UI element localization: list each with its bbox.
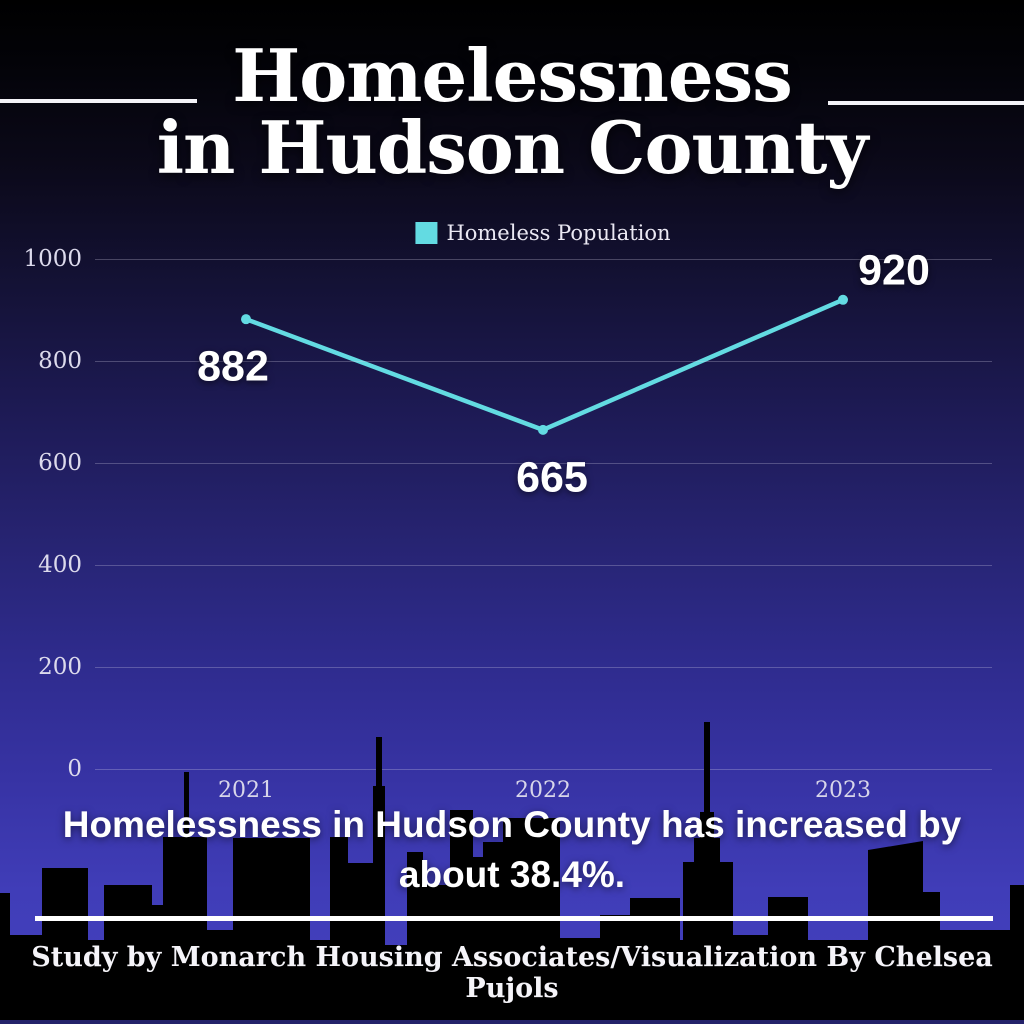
subtitle-callout: Homelessness in Hudson County has increa…	[62, 800, 962, 900]
gridline-y-1000	[95, 259, 992, 260]
page-title-line1: Homelessness	[232, 33, 793, 118]
y-axis-tick-800: 800	[38, 348, 82, 374]
gridline-y-200	[95, 667, 992, 668]
data-point-2023	[838, 294, 848, 305]
legend-swatch-icon	[415, 222, 438, 244]
gridline-y-400	[95, 565, 992, 566]
gridline-y-600	[95, 463, 992, 464]
footer-credit: Study by Monarch Housing Associates/Visu…	[31, 942, 993, 1004]
y-axis-tick-0: 0	[67, 756, 82, 782]
value-label-2022: 665	[516, 453, 588, 502]
subtitle-line2: about 38.4%.	[398, 854, 626, 895]
value-label-2021: 882	[197, 342, 269, 391]
x-axis-tick-2022: 2022	[515, 778, 571, 803]
gridline-y-0	[95, 769, 992, 770]
y-axis-tick-200: 200	[38, 654, 82, 680]
title-flank-line-left	[0, 99, 197, 103]
page-title-line2: in Hudson County	[156, 105, 869, 190]
chart-legend: Homeless Population	[415, 221, 671, 245]
data-point-2022	[538, 424, 548, 435]
y-axis-tick-600: 600	[38, 450, 82, 476]
y-axis-tick-400: 400	[38, 552, 82, 578]
value-label-2023: 920	[858, 246, 930, 295]
page-title: Homelessness in Hudson County	[0, 40, 1024, 184]
legend-label: Homeless Population	[446, 221, 671, 245]
gridline-y-800	[95, 361, 992, 362]
x-axis-tick-2021: 2021	[218, 778, 274, 803]
bottom-edge-strip	[0, 1020, 1024, 1024]
skyline-path	[0, 722, 1024, 1024]
y-axis-tick-1000: 1000	[23, 246, 82, 272]
x-axis-tick-2023: 2023	[815, 778, 871, 803]
title-flank-line-right	[828, 101, 1024, 105]
data-point-2021	[241, 314, 251, 325]
footer-divider-line	[35, 916, 993, 921]
subtitle-line1: Homelessness in Hudson County has increa…	[62, 804, 962, 845]
